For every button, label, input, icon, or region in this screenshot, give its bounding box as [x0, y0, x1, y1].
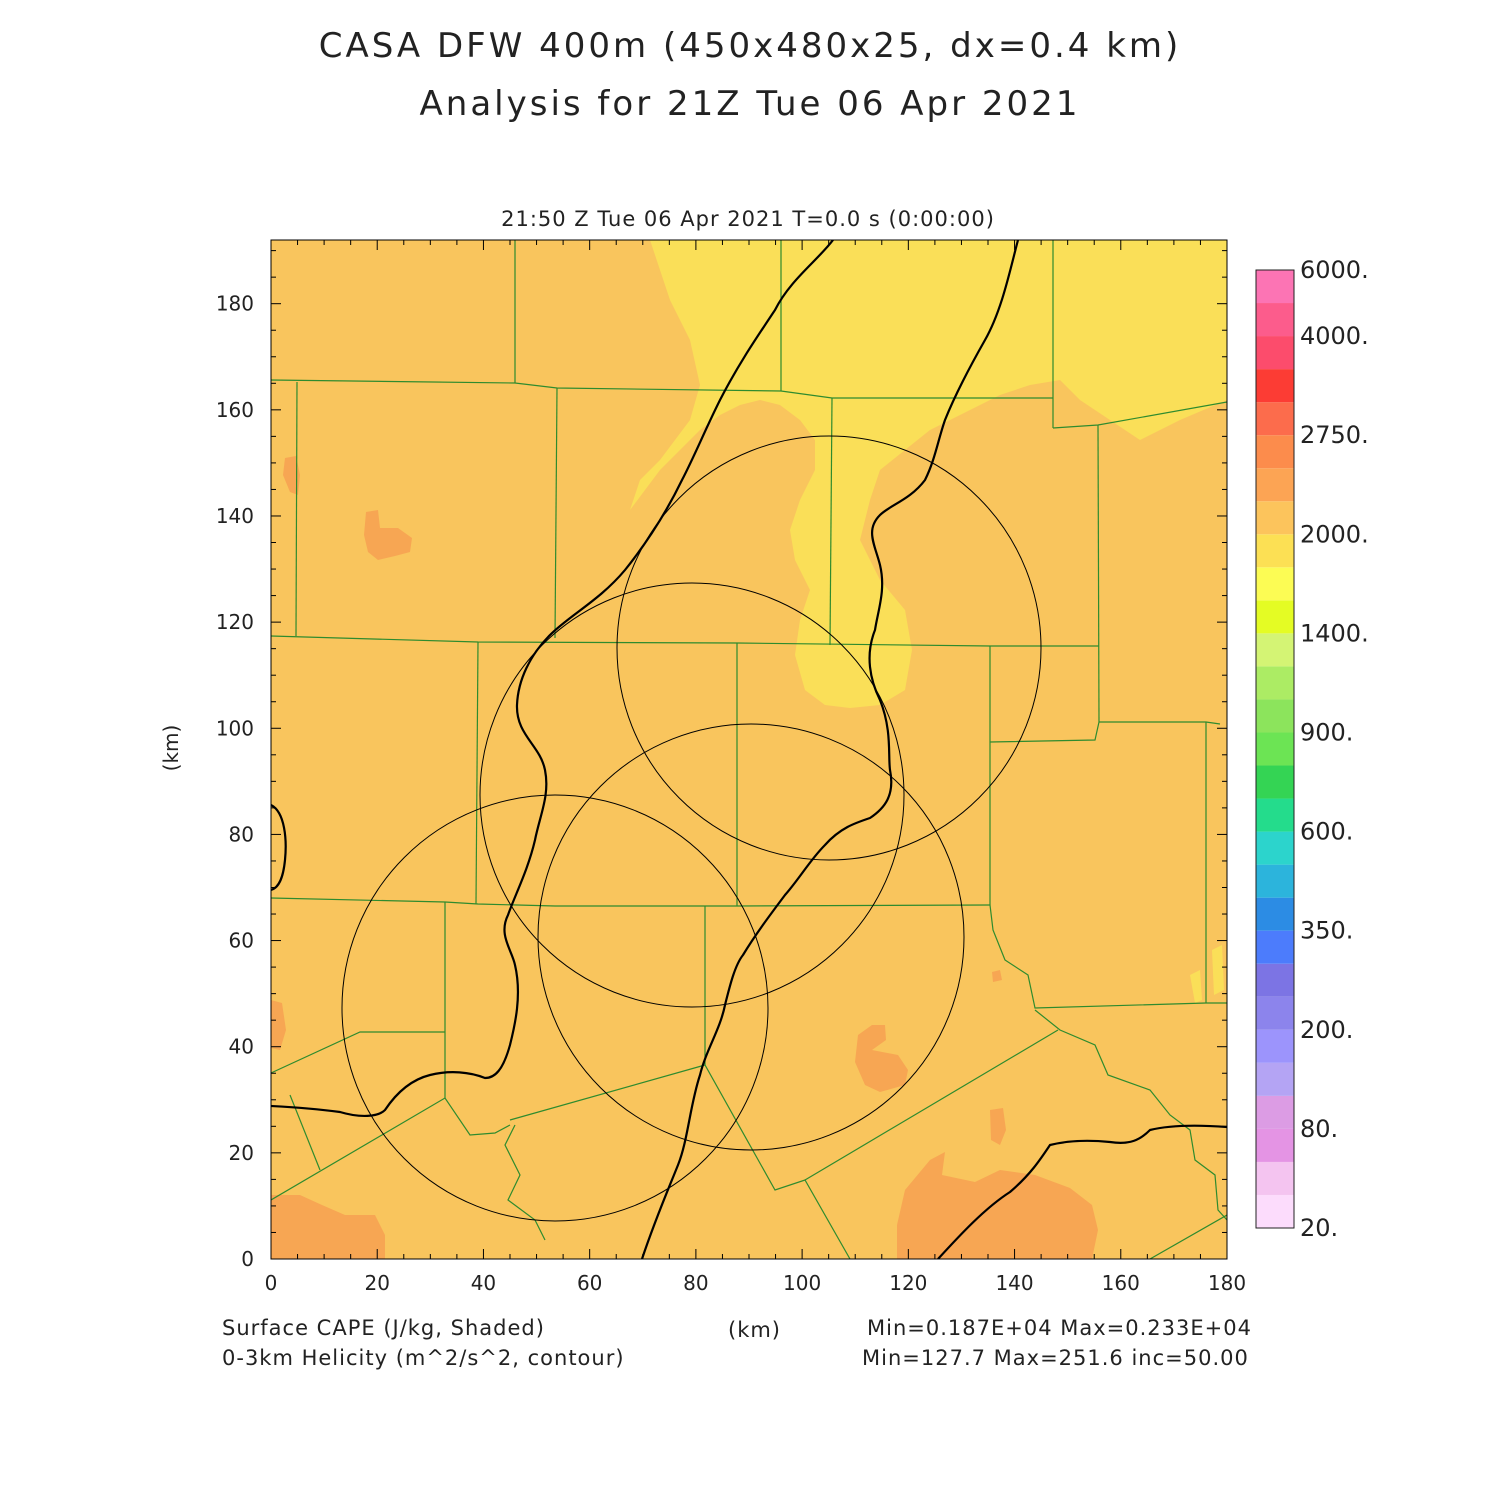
colorbar-labels: 20. 80. 200. 350. 600. 900. 1400. 2000. 2750. 400… [1300, 256, 1369, 1242]
colorbar-swatch [1256, 930, 1294, 964]
analysis-time-title: Analysis for 21Z Tue 06 Apr 2021 [419, 84, 1081, 124]
cape-shading-base [271, 240, 1227, 1259]
x-tick-label: 160 [1102, 1271, 1140, 1295]
colorbar-swatch [1256, 303, 1294, 337]
colorbar-swatch [1256, 1095, 1294, 1129]
colorbar-swatch [1256, 534, 1294, 568]
colorbar-label: 2750. [1300, 421, 1369, 449]
colorbar-label: 350. [1300, 917, 1353, 945]
x-tick-label: 0 [265, 1271, 278, 1295]
x-tick-label: 180 [1208, 1271, 1246, 1295]
colorbar-swatch [1256, 831, 1294, 865]
colorbar-label: 20. [1300, 1214, 1338, 1242]
colorbar-label: 900. [1300, 718, 1353, 746]
axis-ticks [270, 240, 1228, 1260]
colorbar-swatch [1256, 600, 1294, 634]
colorbar-frame [1255, 269, 1295, 1229]
colorbar-swatch [1256, 402, 1294, 436]
colorbar-swatch [1256, 435, 1294, 469]
colorbar-label: 6000. [1300, 256, 1369, 284]
x-tick-labels: 0 20 40 60 80 100 120 140 160 180 [265, 1271, 1246, 1295]
colorbar-swatch [1256, 1161, 1294, 1195]
colorbar-swatch [1256, 369, 1294, 403]
colorbar-label: 1400. [1300, 619, 1369, 647]
y-tick-label: 60 [229, 929, 254, 953]
colorbar-swatch [1256, 270, 1294, 304]
shaded-field-stats: Min=0.187E+04 Max=0.233E+04 [867, 1316, 1252, 1340]
colorbar-swatch [1256, 468, 1294, 502]
colorbar-label: 2000. [1300, 520, 1369, 548]
y-tick-label: 120 [216, 610, 254, 634]
y-tick-label: 140 [216, 504, 254, 528]
y-tick-label: 0 [241, 1247, 254, 1271]
x-tick-label: 60 [577, 1271, 602, 1295]
map-title: CASA DFW 400m (450x480x25, dx=0.4 km) [318, 26, 1182, 66]
colorbar-swatch [1256, 732, 1294, 766]
helicity-circles [341, 435, 1042, 1222]
colorbar-swatch [1256, 699, 1294, 733]
colorbar-label: 600. [1300, 818, 1353, 846]
y-axis-label: (km) [159, 725, 183, 772]
colorbar-swatch [1256, 666, 1294, 700]
x-axis-label: (km) [728, 1318, 782, 1342]
helicity-contours [271, 240, 1227, 1259]
x-tick-label: 40 [471, 1271, 496, 1295]
y-tick-label: 80 [229, 822, 254, 846]
y-tick-label: 20 [229, 1141, 254, 1165]
map-area [271, 240, 1227, 1259]
y-tick-labels: 0 20 40 60 80 100 120 140 160 180 [216, 292, 254, 1271]
y-tick-label: 100 [216, 716, 254, 740]
contour-field-stats: Min=127.7 Max=251.6 inc=50.00 [862, 1346, 1249, 1370]
cape-shading-low [630, 240, 1227, 1003]
x-tick-label: 20 [364, 1271, 389, 1295]
x-tick-label: 100 [783, 1271, 821, 1295]
colorbar-swatch [1256, 1194, 1294, 1228]
colorbar-swatch [1256, 1062, 1294, 1096]
colorbar-label: 80. [1300, 1115, 1338, 1143]
colorbar-swatch [1256, 336, 1294, 370]
colorbar-swatch [1256, 633, 1294, 667]
colorbar-swatch [1256, 798, 1294, 832]
cape-shading-high [271, 456, 1098, 1259]
colorbar-swatch [1256, 567, 1294, 601]
colorbar-swatch [1256, 963, 1294, 997]
y-tick-label: 40 [229, 1035, 254, 1059]
contour-field-label: 0-3km Helicity (m^2/s^2, contour) [222, 1346, 625, 1370]
x-tick-label: 80 [683, 1271, 708, 1295]
x-tick-label: 120 [889, 1271, 927, 1295]
colorbar [1255, 269, 1295, 1229]
colorbar-label: 200. [1300, 1016, 1353, 1044]
colorbar-swatch [1256, 996, 1294, 1030]
colorbar-swatch [1256, 897, 1294, 931]
colorbar-swatch [1256, 1029, 1294, 1063]
colorbar-label: 4000. [1300, 322, 1369, 350]
plot-time-label: 21:50 Z Tue 06 Apr 2021 T=0.0 s (0:00:00… [501, 207, 995, 231]
colorbar-swatch [1256, 501, 1294, 535]
colorbar-swatch [1256, 864, 1294, 898]
x-tick-label: 140 [995, 1271, 1033, 1295]
y-tick-label: 180 [216, 292, 254, 316]
county-boundaries [271, 240, 1227, 1259]
shaded-field-label: Surface CAPE (J/kg, Shaded) [222, 1316, 545, 1340]
colorbar-swatch [1256, 1128, 1294, 1162]
y-tick-label: 160 [216, 398, 254, 422]
colorbar-swatch [1256, 765, 1294, 799]
